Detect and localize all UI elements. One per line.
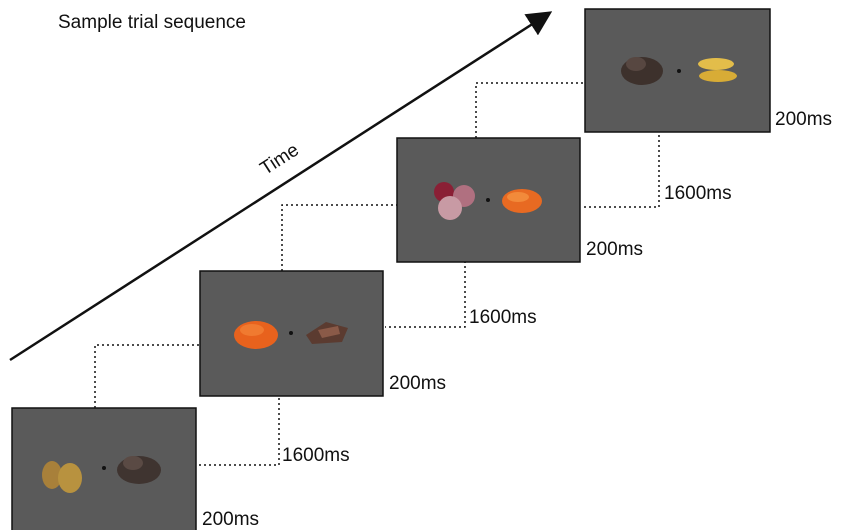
diagram: Sample trial sequence Time xyxy=(0,0,842,530)
screen xyxy=(12,408,196,530)
screen-duration: 200ms xyxy=(202,509,259,530)
time-label: Time xyxy=(257,140,303,180)
interval-duration: 1600ms xyxy=(282,445,350,466)
title: Sample trial sequence xyxy=(58,12,246,33)
screen xyxy=(585,9,770,132)
screen xyxy=(397,138,580,262)
interval-duration: 1600ms xyxy=(664,183,732,204)
screen-duration: 200ms xyxy=(389,373,446,394)
screen-duration: 200ms xyxy=(775,109,832,130)
interval-duration: 1600ms xyxy=(469,307,537,328)
screen-duration: 200ms xyxy=(586,239,643,260)
screen xyxy=(200,271,383,396)
